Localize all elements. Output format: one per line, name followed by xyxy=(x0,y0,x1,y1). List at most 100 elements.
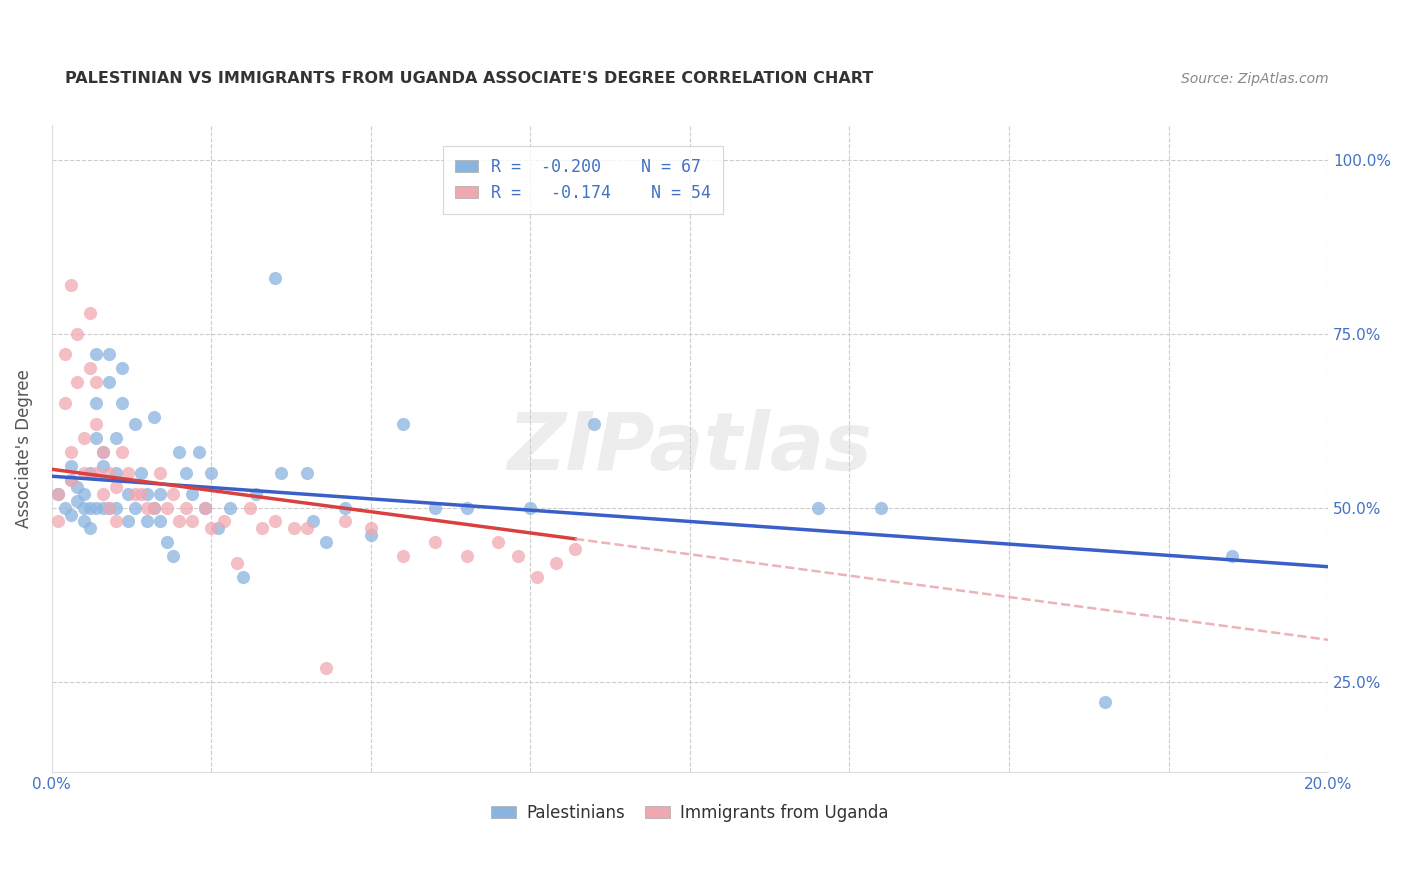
Point xyxy=(564,542,586,557)
Point xyxy=(111,361,134,376)
Point xyxy=(86,431,108,445)
Point xyxy=(59,458,82,473)
Point xyxy=(295,521,318,535)
Point xyxy=(142,500,165,515)
Point xyxy=(544,556,567,570)
Point xyxy=(225,556,247,570)
Point xyxy=(335,500,357,515)
Point xyxy=(124,486,146,500)
Point xyxy=(1222,549,1244,564)
Point xyxy=(149,466,172,480)
Point xyxy=(156,500,179,515)
Point xyxy=(46,486,69,500)
Point xyxy=(98,500,121,515)
Point xyxy=(86,466,108,480)
Point xyxy=(98,500,121,515)
Point xyxy=(86,396,108,410)
Point xyxy=(59,473,82,487)
Point xyxy=(66,493,89,508)
Point xyxy=(91,500,114,515)
Point xyxy=(181,515,204,529)
Point xyxy=(86,417,108,431)
Point xyxy=(1094,695,1116,709)
Point xyxy=(53,347,76,361)
Point xyxy=(66,480,89,494)
Point xyxy=(46,515,69,529)
Point xyxy=(91,458,114,473)
Point xyxy=(73,431,96,445)
Point xyxy=(79,306,101,320)
Point xyxy=(391,549,413,564)
Point xyxy=(104,480,127,494)
Point xyxy=(335,515,357,529)
Point xyxy=(66,376,89,390)
Point xyxy=(219,500,242,515)
Point xyxy=(129,486,152,500)
Point xyxy=(117,486,139,500)
Point xyxy=(252,521,274,535)
Point xyxy=(142,410,165,425)
Point xyxy=(360,528,382,542)
Point xyxy=(156,535,179,549)
Point xyxy=(53,500,76,515)
Point xyxy=(423,535,446,549)
Point xyxy=(187,445,209,459)
Point xyxy=(46,486,69,500)
Point xyxy=(245,486,267,500)
Point xyxy=(212,515,235,529)
Point xyxy=(79,521,101,535)
Point xyxy=(283,521,305,535)
Point xyxy=(73,500,96,515)
Point xyxy=(162,486,184,500)
Point xyxy=(59,473,82,487)
Point xyxy=(136,515,159,529)
Point xyxy=(194,500,217,515)
Point xyxy=(104,466,127,480)
Point xyxy=(59,508,82,522)
Point xyxy=(104,431,127,445)
Point xyxy=(66,326,89,341)
Point xyxy=(86,376,108,390)
Point xyxy=(98,347,121,361)
Point xyxy=(526,570,548,584)
Point xyxy=(91,445,114,459)
Point xyxy=(79,500,101,515)
Point xyxy=(519,500,541,515)
Point xyxy=(488,535,510,549)
Point xyxy=(98,376,121,390)
Point xyxy=(129,466,152,480)
Point xyxy=(149,486,172,500)
Point xyxy=(111,396,134,410)
Point xyxy=(117,515,139,529)
Point xyxy=(142,500,165,515)
Point xyxy=(91,445,114,459)
Point xyxy=(162,549,184,564)
Point xyxy=(73,486,96,500)
Point xyxy=(207,521,229,535)
Point xyxy=(98,466,121,480)
Point xyxy=(583,417,606,431)
Point xyxy=(136,500,159,515)
Point xyxy=(302,515,325,529)
Legend: Palestinians, Immigrants from Uganda: Palestinians, Immigrants from Uganda xyxy=(485,797,896,829)
Point xyxy=(73,466,96,480)
Point xyxy=(104,515,127,529)
Point xyxy=(295,466,318,480)
Point xyxy=(360,521,382,535)
Y-axis label: Associate's Degree: Associate's Degree xyxy=(15,369,32,528)
Point xyxy=(73,515,96,529)
Point xyxy=(315,535,337,549)
Point xyxy=(86,500,108,515)
Point xyxy=(169,445,191,459)
Point xyxy=(86,347,108,361)
Point xyxy=(200,466,222,480)
Point xyxy=(264,515,287,529)
Point xyxy=(124,500,146,515)
Point xyxy=(91,486,114,500)
Point xyxy=(315,660,337,674)
Point xyxy=(117,466,139,480)
Point xyxy=(104,500,127,515)
Point xyxy=(111,445,134,459)
Point xyxy=(149,515,172,529)
Point xyxy=(169,515,191,529)
